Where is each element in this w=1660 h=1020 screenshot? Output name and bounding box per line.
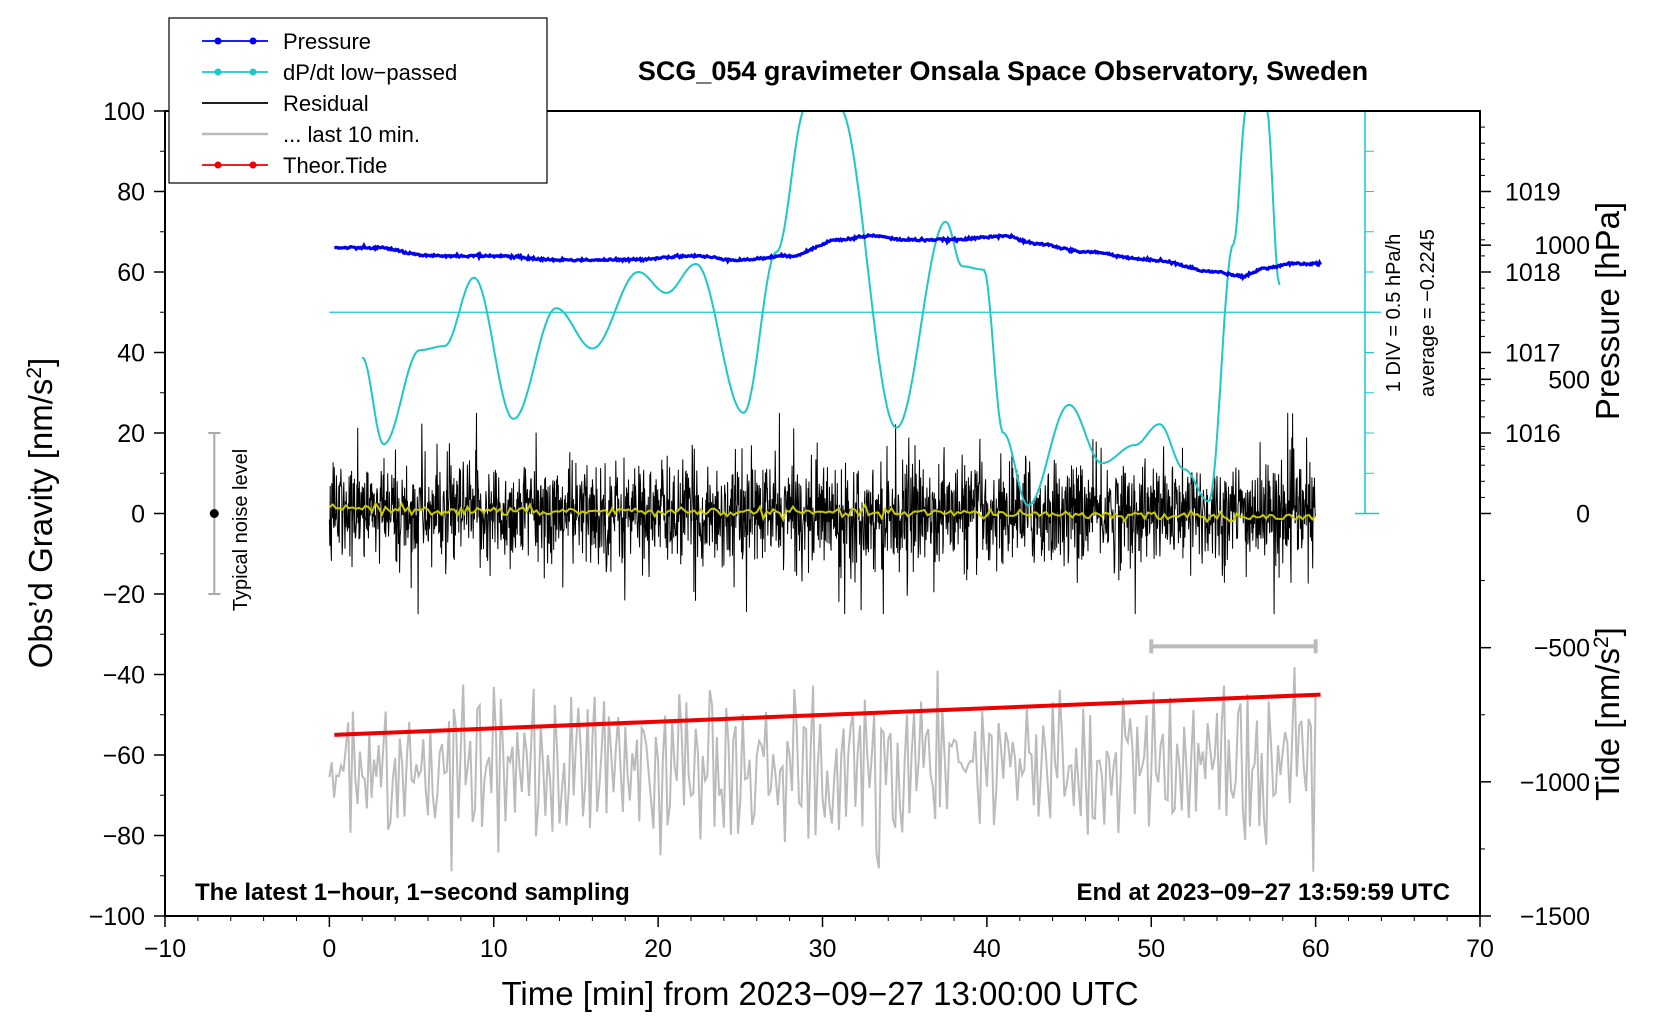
legend: Pressure dP/dt low−passed Residual ... last… — [168, 17, 548, 184]
y-left-tick-label: 80 — [117, 179, 145, 207]
legend-marker — [249, 68, 257, 76]
y-axis-tide-title-close: ] — [1589, 627, 1626, 636]
tide-tick-label: 500 — [1548, 366, 1590, 394]
pressure-tick-label: 1017 — [1505, 340, 1561, 368]
legend-marker — [249, 161, 257, 169]
series-last-10-min — [328, 667, 1317, 872]
y-left-tick-label: −80 — [103, 823, 145, 851]
y-axis-left-title-sup: 2 — [23, 367, 46, 379]
y-axis-left-title: Obs’d Gravity [nm/s2] — [22, 358, 59, 669]
y-left-tick-label: 40 — [117, 340, 145, 368]
annotation-sampling: The latest 1−hour, 1−second sampling — [195, 879, 630, 906]
noise-bar-point — [209, 509, 219, 518]
y-axis-tide-title: Tide [nm/s2] — [1589, 627, 1626, 801]
tide-tick-label: −1000 — [1520, 769, 1590, 797]
y-left-tick-label: 60 — [117, 259, 145, 287]
legend-marker — [214, 161, 222, 169]
y-axis-tide-title-base: Tide [nm/s — [1589, 648, 1626, 801]
annotation-end-time: End at 2023−09−27 13:59:59 UTC — [1076, 879, 1450, 906]
y-axis-tide-title-sup: 2 — [1590, 636, 1613, 648]
pressure-tick-label: 1018 — [1505, 259, 1561, 287]
series-residual — [328, 412, 1317, 615]
legend-label: dP/dt low−passed — [283, 60, 457, 85]
annotation-average: average = −0.2245 — [1417, 229, 1439, 397]
pressure-tick-label: 1019 — [1505, 179, 1561, 207]
legend-marker — [249, 37, 257, 45]
x-tick-label: −10 — [144, 935, 186, 963]
legend-marker — [214, 37, 222, 45]
x-tick-label: 60 — [1302, 935, 1330, 963]
chart-title: SCG_054 gravimeter Onsala Space Observat… — [638, 56, 1368, 86]
y-left-tick-label: 0 — [131, 501, 145, 529]
tide-tick-label: −1500 — [1520, 903, 1590, 931]
x-tick-label: 40 — [973, 935, 1001, 963]
annotation-noise-level: Typical noise level — [230, 449, 252, 611]
series-pressure — [334, 232, 1323, 282]
y-left-tick-label: −60 — [103, 742, 145, 770]
y-left-tick-label: −100 — [89, 903, 145, 931]
x-axis-title: Time [min] from 2023−09−27 13:00:00 UTC — [501, 975, 1138, 1012]
tide-tick-label: −500 — [1534, 635, 1590, 663]
legend-label: ... last 10 min. — [283, 122, 420, 147]
annotation-div-scale: 1 DIV = 0.5 hPa/h — [1383, 234, 1405, 392]
legend-box — [168, 17, 548, 184]
axes: −10 0 10 20 30 40 50 60 70100806040200−20−40−60−… — [89, 98, 1590, 963]
y-left-tick-label: −40 — [103, 662, 145, 690]
x-tick-label: 20 — [644, 935, 672, 963]
series-residual-smoothed — [328, 501, 1317, 524]
legend-label: Theor.Tide — [283, 153, 387, 178]
y-axis-left-title-close: ] — [22, 358, 59, 367]
series-theor-tide — [334, 692, 1321, 737]
x-tick-label: 0 — [322, 935, 336, 963]
x-tick-label: 70 — [1466, 935, 1494, 963]
y-axis-pressure-title: Pressure [hPa] — [1589, 202, 1626, 420]
x-tick-label: 50 — [1137, 935, 1165, 963]
y-left-tick-label: 20 — [117, 420, 145, 448]
legend-marker — [214, 68, 222, 76]
tide-tick-label: 1000 — [1534, 232, 1590, 260]
pressure-tick-label: 1016 — [1505, 420, 1561, 448]
x-tick-label: 30 — [809, 935, 837, 963]
legend-label: Pressure — [283, 29, 371, 54]
y-left-tick-label: −20 — [103, 581, 145, 609]
x-tick-label: 10 — [480, 935, 508, 963]
y-axis-left-title-base: Obs’d Gravity [nm/s — [22, 379, 59, 669]
y-left-tick-label: 100 — [103, 98, 145, 126]
plot-area — [328, 111, 1382, 872]
series-dpdt — [361, 111, 1281, 507]
tide-tick-label: 0 — [1576, 501, 1590, 529]
legend-label: Residual — [283, 91, 369, 116]
